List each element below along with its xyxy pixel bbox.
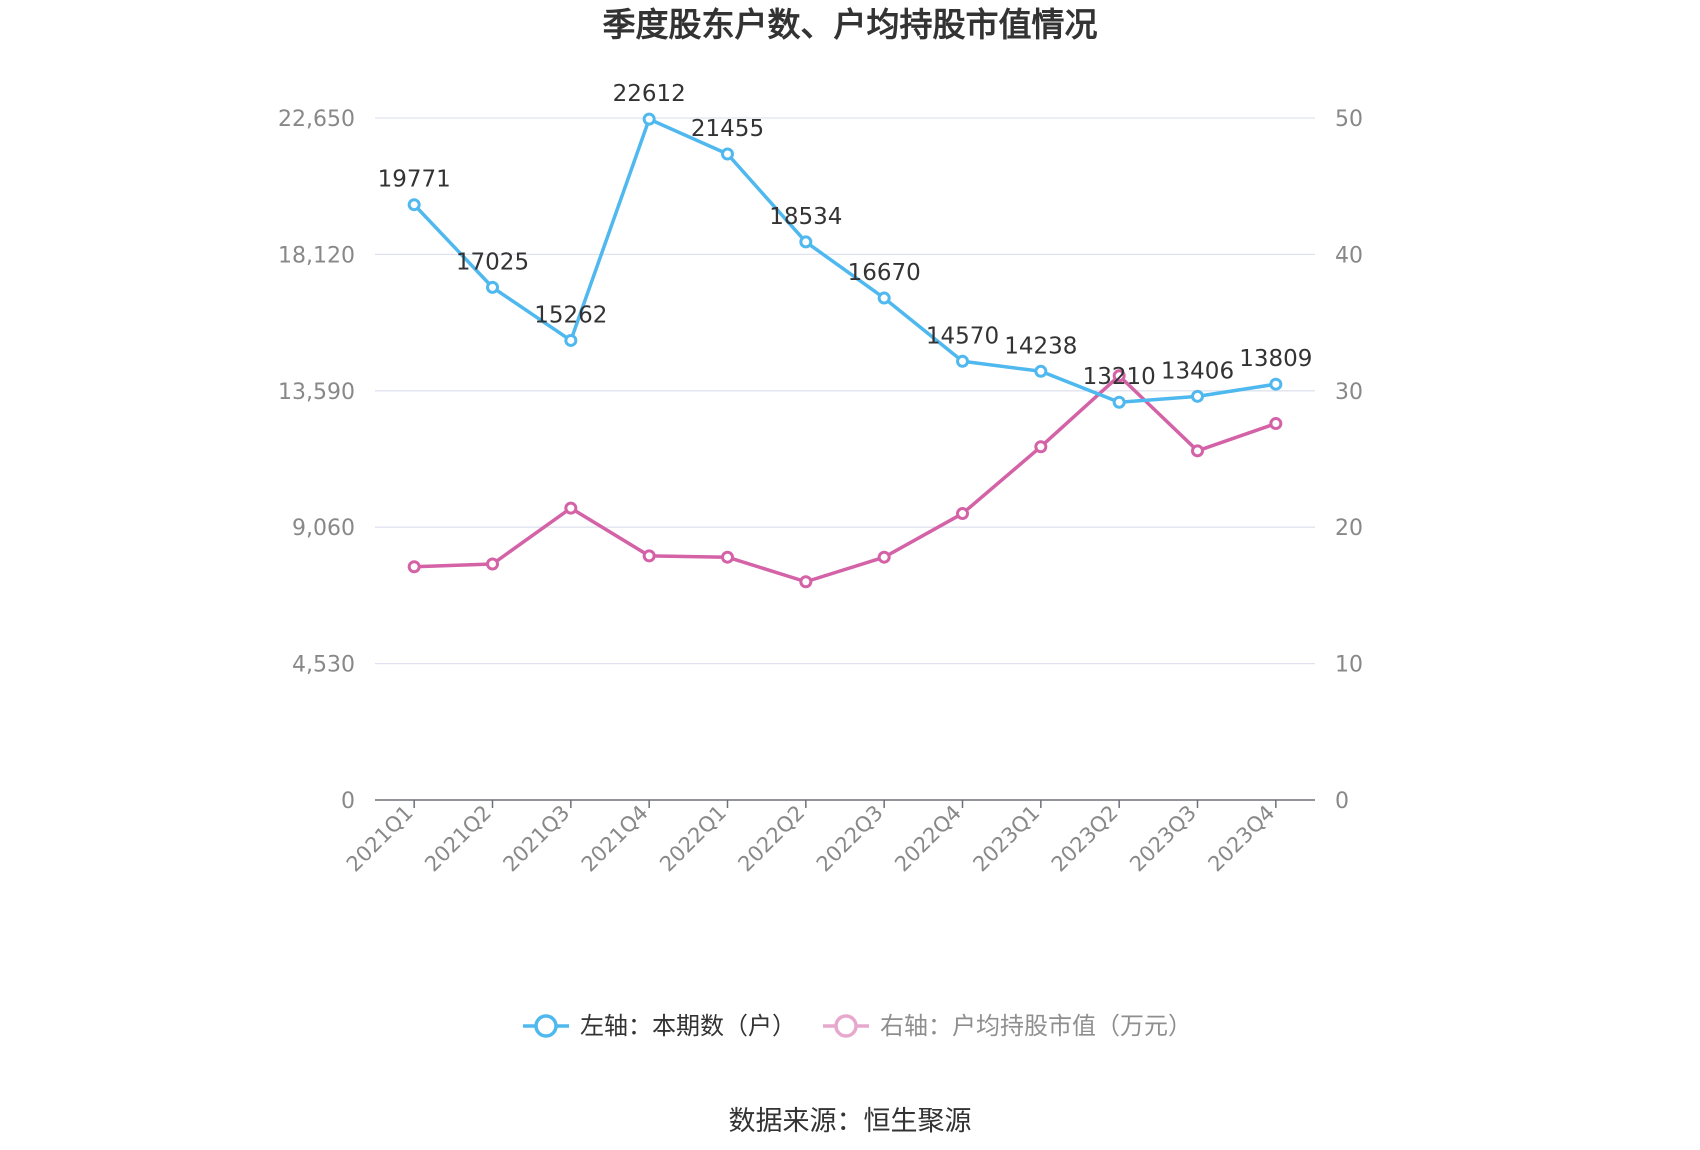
- data-point-series-0[interactable]: [486, 280, 499, 294]
- x-tick-label: 2023Q2: [1047, 801, 1123, 877]
- legend: 左轴：本期数（户） 右轴：户均持股市值（万元）: [523, 1012, 1192, 1040]
- data-point-series-1[interactable]: [877, 550, 891, 564]
- data-point-series-1[interactable]: [642, 549, 656, 563]
- data-point-series-1[interactable]: [407, 560, 421, 574]
- series-layer: [407, 112, 1283, 589]
- y-left-tick-label: 18,120: [278, 243, 355, 268]
- data-point-series-1[interactable]: [1269, 417, 1283, 431]
- data-point-series-1[interactable]: [721, 550, 734, 564]
- x-tick-label: 2023Q4: [1203, 801, 1279, 877]
- data-label: 16670: [848, 260, 921, 286]
- x-tick-label: 2021Q4: [577, 801, 653, 877]
- data-point-series-0[interactable]: [1034, 364, 1048, 378]
- data-point-series-1[interactable]: [1112, 369, 1126, 383]
- data-point-series-0[interactable]: [721, 147, 734, 161]
- y-right-tick-label: 10: [1335, 653, 1363, 678]
- y-left-tick-label: 22,650: [278, 107, 355, 132]
- legend-marker-avg-holding: [834, 1014, 858, 1038]
- x-tick-label: 2023Q3: [1125, 801, 1201, 877]
- data-label: 13406: [1161, 358, 1234, 384]
- x-tick-label: 2023Q1: [968, 801, 1044, 877]
- data-point-series-0[interactable]: [799, 235, 813, 249]
- data-label: 21455: [691, 116, 764, 142]
- x-tick-label: 2022Q2: [733, 801, 809, 877]
- data-point-series-0[interactable]: [1191, 389, 1204, 403]
- data-point-series-1[interactable]: [799, 575, 813, 589]
- data-point-series-1[interactable]: [486, 557, 499, 571]
- series-line-1: [414, 374, 1277, 584]
- y-left-tick-label: 9,060: [292, 516, 355, 541]
- data-point-series-0[interactable]: [1112, 395, 1126, 409]
- data-point-series-0[interactable]: [407, 198, 421, 212]
- legend-item-households[interactable]: 左轴：本期数（户）: [523, 1012, 796, 1040]
- data-label: 13210: [1083, 364, 1156, 390]
- x-tick-label: 2022Q1: [655, 801, 731, 877]
- y-right-tick-label: 0: [1335, 789, 1349, 814]
- legend-marker-households: [534, 1014, 558, 1038]
- grid: [375, 117, 1315, 665]
- y-right-tick-label: 20: [1335, 516, 1363, 541]
- data-label: 14238: [1004, 333, 1077, 359]
- data-point-series-1[interactable]: [564, 501, 578, 515]
- data-point-series-0[interactable]: [956, 354, 969, 368]
- y-right-tick-label: 50: [1335, 107, 1363, 132]
- data-point-series-1[interactable]: [956, 507, 969, 521]
- x-tick-label: 2021Q3: [498, 801, 574, 877]
- data-label: 19771: [378, 167, 451, 193]
- data-source: 数据来源：恒生聚源: [729, 1106, 972, 1137]
- legend-item-avg-holding[interactable]: 右轴：户均持股市值（万元）: [823, 1012, 1192, 1040]
- x-tick-label: 2022Q3: [812, 801, 888, 877]
- data-label: 18534: [769, 204, 842, 230]
- data-label: 22612: [613, 81, 686, 107]
- data-point-series-0[interactable]: [564, 333, 578, 347]
- legend-label-avg-holding: 右轴：户均持股市值（万元）: [880, 1012, 1192, 1040]
- legend-label-households: 左轴：本期数（户）: [580, 1012, 796, 1040]
- y-right-tick-label: 40: [1335, 243, 1363, 268]
- data-point-series-0[interactable]: [1269, 377, 1283, 391]
- y-right-tick-label: 30: [1335, 380, 1363, 405]
- chart-title: 季度股东户数、户均持股市值情况: [603, 5, 1098, 44]
- data-point-series-1[interactable]: [1034, 440, 1048, 454]
- series-line-0: [412, 117, 1277, 404]
- y-left-tick-label: 4,530: [292, 653, 355, 678]
- data-point-series-0[interactable]: [642, 112, 656, 126]
- y-left-tick-label: 13,590: [278, 380, 355, 405]
- data-label: 13809: [1239, 346, 1312, 372]
- data-point-series-1[interactable]: [1191, 444, 1204, 458]
- data-label: 15262: [534, 302, 607, 328]
- data-point-series-0[interactable]: [877, 291, 891, 305]
- data-label: 14570: [926, 323, 999, 349]
- x-tick-label: 2021Q2: [420, 801, 496, 877]
- y-left-tick-label: 0: [341, 789, 355, 814]
- data-label: 17025: [456, 249, 529, 275]
- x-tick-label: 2022Q4: [890, 801, 966, 877]
